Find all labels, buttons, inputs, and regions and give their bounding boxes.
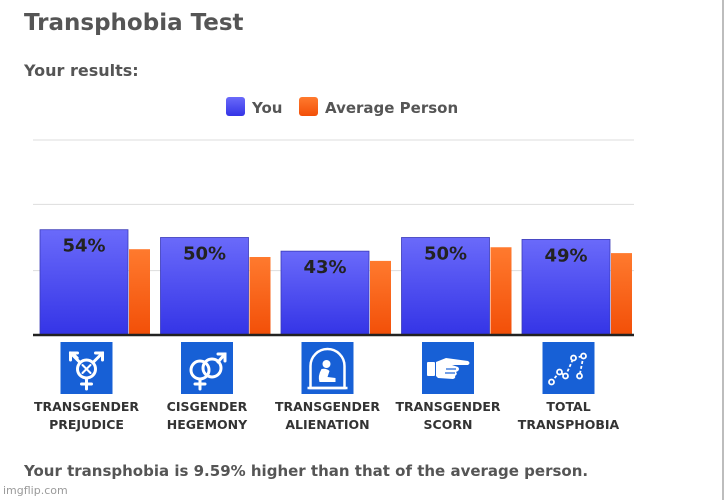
category-label: HEGEMONY: [167, 417, 248, 432]
category-label: TRANSGENDER: [275, 399, 380, 414]
bar-average: [490, 247, 512, 335]
chart-bars: 54% 50% 43% 50% 49%: [39, 229, 632, 336]
right-edge-line: [722, 0, 724, 500]
bar-you: [521, 239, 611, 336]
trend-line-icon: [542, 342, 595, 394]
bar-you: [39, 229, 129, 336]
cisgender-symbol-icon: [181, 342, 233, 394]
legend-swatch-average: [299, 97, 318, 116]
bar-average: [129, 249, 150, 335]
category-label: TRANSPHOBIA: [518, 417, 620, 432]
bar-value-label: 49%: [544, 245, 587, 266]
category-label: ALIENATION: [285, 417, 369, 432]
pointing-hand-icon: [422, 342, 474, 394]
bar-value-label: 50%: [424, 244, 467, 265]
category-labels: TRANSGENDER PREJUDICE CISGENDER HEGEMONY TRA…: [34, 399, 620, 432]
category-label: CISGENDER: [167, 399, 248, 414]
category-icons: [60, 342, 595, 394]
category-label: SCORN: [424, 417, 473, 432]
bar-average: [611, 253, 632, 335]
bar-average: [370, 260, 391, 335]
chart-legend: You Average Person: [226, 97, 458, 117]
category-label: TRANSGENDER: [34, 399, 139, 414]
category-label: TRANSGENDER: [395, 399, 500, 414]
bar-you: [280, 250, 370, 336]
transgender-symbol-icon: [60, 342, 113, 394]
bar-you: [401, 237, 490, 336]
summary-text: Your transphobia is 9.59% higher than th…: [24, 462, 589, 480]
legend-swatch-you: [226, 97, 245, 116]
bar-you: [160, 237, 249, 336]
bar-value-label: 50%: [183, 244, 226, 265]
legend-label-average: Average Person: [325, 99, 458, 117]
results-subtitle: Your results:: [24, 61, 139, 80]
bar-value-label: 54%: [62, 236, 105, 257]
results-bar-chart: You Average Person 54% 50% 43% 50% 49%: [33, 97, 634, 432]
alienation-figure-icon: [301, 342, 354, 394]
category-label: PREJUDICE: [49, 417, 124, 432]
imgflip-watermark: imgflip.com: [3, 484, 68, 497]
bar-average: [249, 257, 271, 335]
page-title: Transphobia Test: [24, 10, 244, 36]
category-label: TOTAL: [546, 399, 590, 414]
bar-value-label: 43%: [303, 257, 346, 278]
legend-label-you: You: [251, 99, 282, 117]
